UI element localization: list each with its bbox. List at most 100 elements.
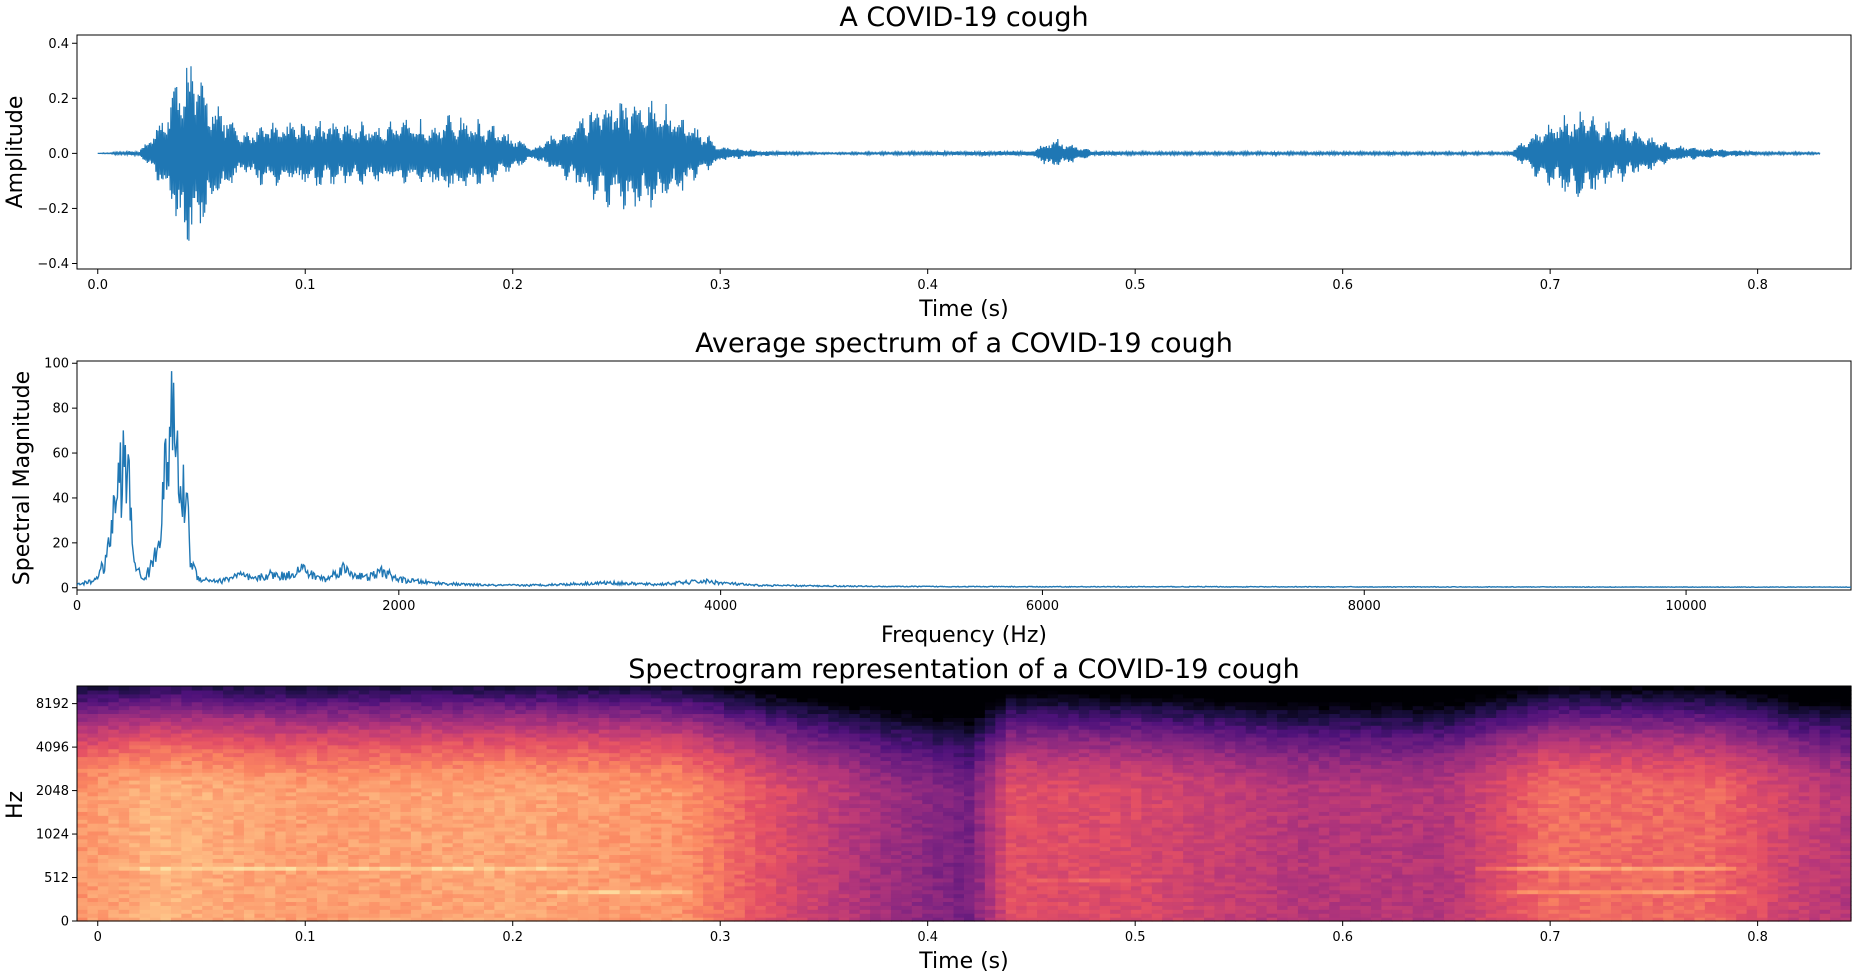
spectrogram-cell	[619, 689, 631, 695]
spectrogram-cell	[671, 693, 683, 699]
spectrogram-cell	[640, 905, 652, 910]
spectrogram-cell	[577, 858, 589, 863]
spectrogram-cell	[828, 740, 840, 746]
spectrogram-cell	[776, 838, 788, 844]
spectrogram-cell	[598, 744, 610, 750]
spectrogram-cell	[483, 795, 496, 801]
spectrogram-cell	[358, 760, 370, 765]
spectrogram-cell	[233, 733, 245, 738]
spectrogram-cell	[723, 787, 736, 793]
spectrogram-cell	[285, 811, 297, 816]
spectrogram-cell	[181, 740, 193, 746]
spectrogram-cell	[118, 693, 130, 699]
spectrogram-cell	[828, 917, 840, 922]
spectrogram-cell	[160, 870, 172, 875]
spectrogram-cell	[588, 729, 600, 734]
spectrogram-cell	[369, 858, 381, 863]
spectrogram-cell	[254, 725, 266, 730]
spectrogram-cell	[202, 897, 214, 903]
spectrogram-cell	[202, 736, 214, 742]
spectrogram-cell	[692, 913, 704, 918]
spectrogram-cell	[671, 862, 683, 867]
spectrogram-cell	[640, 787, 652, 793]
spectrogram-cell	[202, 858, 214, 863]
spectrogram-cell	[849, 686, 861, 691]
spectrogram-cell	[859, 795, 871, 801]
spectrogram-cell	[828, 752, 840, 758]
spectrogram-cell	[911, 697, 923, 703]
spectrogram-cell	[337, 905, 349, 910]
spectrogram-cell	[765, 686, 777, 691]
spectrogram-cell	[400, 830, 412, 836]
spectrogram-cell	[473, 885, 485, 891]
spectrogram-cell	[264, 819, 276, 824]
spectrogram-cell	[473, 764, 485, 769]
spectrogram-cell	[243, 787, 255, 793]
spectrogram-cell	[233, 854, 245, 859]
spectrogram-cell	[922, 799, 934, 805]
spectrogram-cell	[483, 705, 496, 711]
spectrogram-cell	[797, 760, 809, 765]
spectrogram-cell	[692, 705, 704, 711]
spectrogram-cell	[473, 866, 485, 871]
spectrogram-cell	[494, 889, 506, 895]
spectrogram-cell	[431, 783, 443, 789]
spectrogram-cell	[139, 850, 151, 856]
spectrogram-cell	[692, 736, 704, 742]
spectrogram-cell	[525, 854, 537, 859]
spectrogram-cell	[317, 893, 329, 899]
spectrogram-cell	[202, 889, 214, 895]
spectrogram-cell	[838, 721, 850, 726]
spectrogram-cell	[838, 705, 850, 711]
spectrogram-cell	[598, 689, 610, 695]
spectrogram-cell	[630, 811, 642, 816]
spectrogram-cell	[744, 913, 756, 918]
spectrogram-cell	[243, 713, 255, 718]
spectrogram-cell	[473, 713, 485, 718]
spectrogram-cell	[922, 689, 934, 695]
spectrogram-cell	[483, 740, 496, 746]
spectrogram-cell	[181, 815, 193, 820]
spectrogram-cell	[880, 713, 892, 718]
spectrogram-cell	[504, 752, 516, 758]
spectrogram-cell	[97, 842, 109, 848]
spectrogram-cell	[567, 686, 579, 691]
spectrogram-cell	[765, 740, 777, 746]
spectrogram-cell	[421, 705, 433, 711]
spectrogram-cell	[598, 866, 610, 871]
spectrogram-cell	[838, 803, 850, 809]
spectrogram-cell	[369, 799, 381, 805]
spectrogram-cell	[536, 693, 548, 699]
spectrogram-cell	[661, 744, 673, 750]
spectrogram-cell	[442, 791, 454, 797]
spectrogram-cell	[922, 913, 934, 918]
spectrogram-cell	[97, 830, 109, 836]
spectrogram-cell	[703, 913, 715, 918]
spectrogram-cell	[650, 799, 662, 805]
spectrogram-cell	[118, 811, 130, 816]
spectrogram-cell	[838, 733, 850, 738]
spectrogram-cell	[797, 717, 809, 722]
spectrogram-cell	[212, 791, 224, 797]
spectrogram-cell	[671, 834, 683, 840]
spectrogram-cell	[254, 889, 266, 895]
spectrogram-cell	[557, 901, 569, 906]
spectrogram-cell	[536, 858, 548, 863]
spectrogram-cell	[525, 870, 537, 875]
spectrogram-cell	[797, 909, 809, 914]
spectrogram-cell	[671, 791, 683, 797]
spectrogram-cell	[797, 862, 809, 867]
spectrogram-cell	[786, 854, 798, 859]
spectrogram-cell	[838, 854, 850, 859]
spectrogram-cell	[838, 768, 850, 773]
spectrogram-cell	[223, 744, 235, 750]
spectrogram-cell	[598, 780, 610, 785]
spectrogram-cell	[129, 740, 141, 746]
spectrogram-cell	[421, 905, 433, 910]
spectrogram-cell	[77, 807, 89, 812]
spectrogram-cell	[337, 701, 349, 707]
spectrogram-cell	[463, 838, 475, 844]
spectrogram-cell	[849, 862, 861, 867]
spectrogram-cell	[682, 893, 694, 899]
